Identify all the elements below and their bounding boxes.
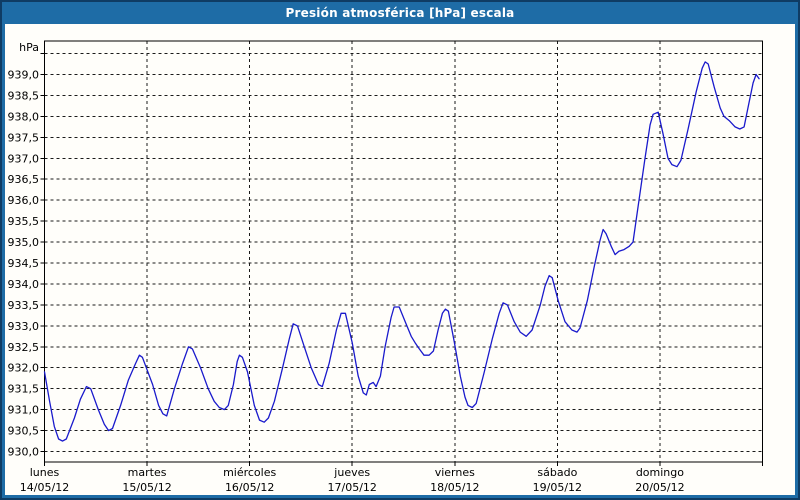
day-name-label: viernes (435, 466, 475, 479)
pressure-line (43, 61, 760, 442)
y-tick-label: 938,5 (8, 89, 40, 102)
y-tick-label: 939,0 (8, 69, 40, 82)
window-title: Presión atmosférica [hPa] escala (285, 6, 515, 20)
y-tick-label: 930,0 (8, 446, 40, 459)
day-date-label: 16/05/12 (225, 481, 274, 494)
day-date-label: 18/05/12 (430, 481, 479, 494)
y-tick-label: 933,5 (8, 299, 40, 312)
y-axis-unit-label: hPa (19, 41, 39, 54)
y-tick-label: 931,5 (8, 383, 40, 396)
day-date-label: 15/05/12 (122, 481, 171, 494)
y-tick-label: 933,0 (8, 320, 40, 333)
y-tick-label: 938,0 (8, 110, 40, 123)
day-date-label: 14/05/12 (20, 481, 69, 494)
day-name-label: martes (128, 466, 167, 479)
y-tick-label: 930,5 (8, 425, 40, 438)
y-tick-label: 936,5 (8, 173, 40, 186)
day-date-label: 19/05/12 (533, 481, 582, 494)
window-title-bar: Presión atmosférica [hPa] escala (2, 2, 798, 24)
y-tick-label: 932,0 (8, 362, 40, 375)
y-tick-label: 937,5 (8, 131, 40, 144)
y-tick-label: 931,0 (8, 404, 40, 417)
day-name-label: miércoles (223, 466, 276, 479)
plot-border (44, 40, 763, 463)
day-name-label: sábado (537, 466, 577, 479)
day-date-label: 17/05/12 (328, 481, 377, 494)
y-tick-label: 934,5 (8, 257, 40, 270)
y-tick-label: 934,0 (8, 278, 40, 291)
y-tick-label: 936,0 (8, 194, 40, 207)
y-tick-label: 935,0 (8, 236, 40, 249)
y-tick-label: 937,0 (8, 152, 40, 165)
day-name-label: jueves (333, 466, 370, 479)
y-tick-label: 932,5 (8, 341, 40, 354)
y-tick-label: 935,5 (8, 215, 40, 228)
day-date-label: 20/05/12 (635, 481, 684, 494)
chart-area: 930,0 930,5 931,0 931,5 932,0 932,5 933,0 933,5… (5, 24, 795, 495)
day-name-label: domingo (636, 466, 684, 479)
day-name-label: lunes (30, 466, 60, 479)
